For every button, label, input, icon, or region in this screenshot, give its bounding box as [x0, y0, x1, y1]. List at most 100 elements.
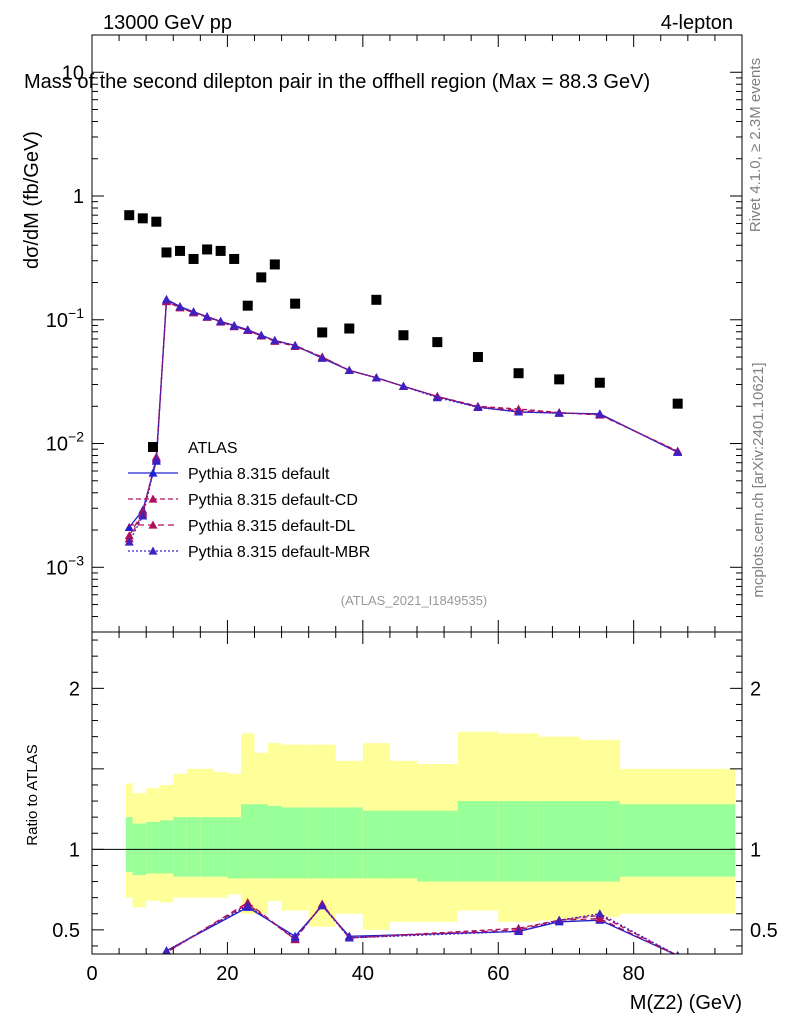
- band-inner-bin: [200, 817, 214, 877]
- ratio-y-tick-label: 0.5: [52, 920, 80, 942]
- data-point: [317, 327, 328, 338]
- channel-label: 4-lepton: [661, 12, 733, 34]
- series-point-0: [124, 522, 134, 532]
- data-point: [398, 330, 409, 341]
- band-inner-bin: [125, 817, 133, 872]
- x-tick-label: 20: [216, 963, 238, 985]
- band-inner-bin: [538, 801, 580, 882]
- data-point: [137, 213, 148, 224]
- series-point-3: [229, 321, 239, 330]
- band-inner-bin: [186, 817, 201, 877]
- ratio-bands: [125, 731, 736, 930]
- ratio-point-3: [138, 1005, 147, 1013]
- series-point-3: [371, 373, 381, 382]
- band-inner-bin: [254, 804, 269, 879]
- data-point: [175, 245, 186, 256]
- band-inner-bin: [227, 817, 241, 879]
- ratio-point-3: [676, 951, 680, 954]
- data-point: [432, 337, 443, 348]
- x-tick-label: 40: [352, 963, 374, 985]
- legend-label-2: Pythia 8.315 default-DL: [188, 518, 355, 535]
- y-tick-label: 10−3: [46, 552, 84, 579]
- rivet-label: Rivet 4.1.0, ≥ 2.3M events: [747, 58, 764, 232]
- series-point-3: [317, 353, 327, 362]
- ratio-y-tick-label: 1: [69, 839, 80, 861]
- legend-marker-0: [148, 468, 158, 477]
- series-point-3: [161, 295, 171, 304]
- data-point: [256, 272, 267, 283]
- main-y-axis-label: dσ/dM (fb/GeV): [21, 131, 43, 269]
- y-tick-label: 10−1: [46, 305, 84, 332]
- series-point-3: [138, 511, 148, 520]
- ratio-point-3: [243, 901, 253, 910]
- series-point-3: [595, 409, 605, 418]
- ratio-point-2: [595, 914, 605, 923]
- series-point-3: [290, 340, 300, 350]
- data-point: [215, 245, 226, 256]
- energy-label: 13000 GeV pp: [103, 12, 232, 34]
- ratio-series-group: [125, 897, 680, 1014]
- y-tick-label: 10: [62, 62, 84, 84]
- series-point-3: [189, 307, 199, 316]
- data-point: [124, 210, 135, 221]
- ratio-y-tick-label-right: 2: [750, 678, 761, 700]
- series-point-3: [514, 407, 524, 416]
- x-axis-label: M(Z2) (GeV): [630, 992, 742, 1014]
- series-point-3: [202, 312, 212, 321]
- ratio-point-2: [152, 1004, 161, 1012]
- ratio-point-3: [554, 915, 564, 924]
- band-inner-bin: [417, 810, 458, 882]
- band-inner-bin: [579, 801, 621, 882]
- data-point: [202, 244, 213, 255]
- data-point: [229, 253, 240, 264]
- ratio-point-0: [138, 1005, 147, 1013]
- band-inner-bin: [457, 801, 499, 882]
- ratio-y-tick-label-right: 1: [750, 839, 761, 861]
- ratio-point-2: [125, 1006, 134, 1014]
- data-point: [554, 374, 565, 385]
- main-frame: [91, 34, 743, 633]
- ratio-point-1: [138, 1005, 147, 1013]
- y-tick-label: 1: [73, 186, 84, 208]
- series-point-3: [270, 336, 280, 345]
- ratio-y-tick-label: 2: [69, 678, 80, 700]
- x-tick-label: 0: [86, 963, 97, 985]
- ratio-y-axis-label: Ratio to ATLAS: [24, 744, 41, 845]
- data-point: [513, 368, 524, 379]
- data-point: [242, 300, 253, 311]
- ratio-point-3: [317, 901, 327, 910]
- series-point-3: [473, 402, 483, 411]
- ratio-point-3: [595, 909, 605, 918]
- series-point-3: [216, 316, 226, 326]
- ratio-point-3: [125, 1006, 134, 1014]
- series-point-3: [344, 365, 354, 374]
- legend-marker-atlas: [148, 442, 158, 452]
- series-point-3: [175, 302, 185, 311]
- band-inner-bin: [362, 810, 390, 879]
- ratio-point-3: [162, 946, 171, 954]
- data-point: [151, 216, 162, 227]
- band-inner-bin: [498, 801, 539, 882]
- axis-ticks: 0 20 40 60 80 10−3 10−2 10−1 1 10 0.5 0.5 1 1 2 2: [46, 34, 778, 985]
- series-line-3: [128, 298, 678, 543]
- legend-label-0: Pythia 8.315 default: [188, 466, 330, 483]
- ratio-point-3: [152, 1004, 161, 1012]
- band-inner-bin: [268, 805, 282, 879]
- data-point: [188, 253, 199, 264]
- data-point: [472, 352, 483, 363]
- series-point-3: [151, 455, 161, 464]
- ratio-point-1: [152, 1004, 161, 1012]
- legend-marker-2: [148, 520, 158, 529]
- legend-label-1: Pythia 8.315 default-CD: [188, 492, 358, 509]
- band-inner-bin: [308, 807, 336, 879]
- ratio-point-1: [125, 1006, 134, 1014]
- main-series-group: [124, 294, 683, 546]
- ratio-point-3: [514, 926, 524, 936]
- series-point-3: [256, 330, 266, 339]
- data-point: [344, 323, 355, 334]
- data-point: [161, 247, 172, 258]
- band-inner-bin: [159, 820, 174, 874]
- main-data-group: [124, 210, 683, 409]
- legend-marker-1: [148, 494, 158, 503]
